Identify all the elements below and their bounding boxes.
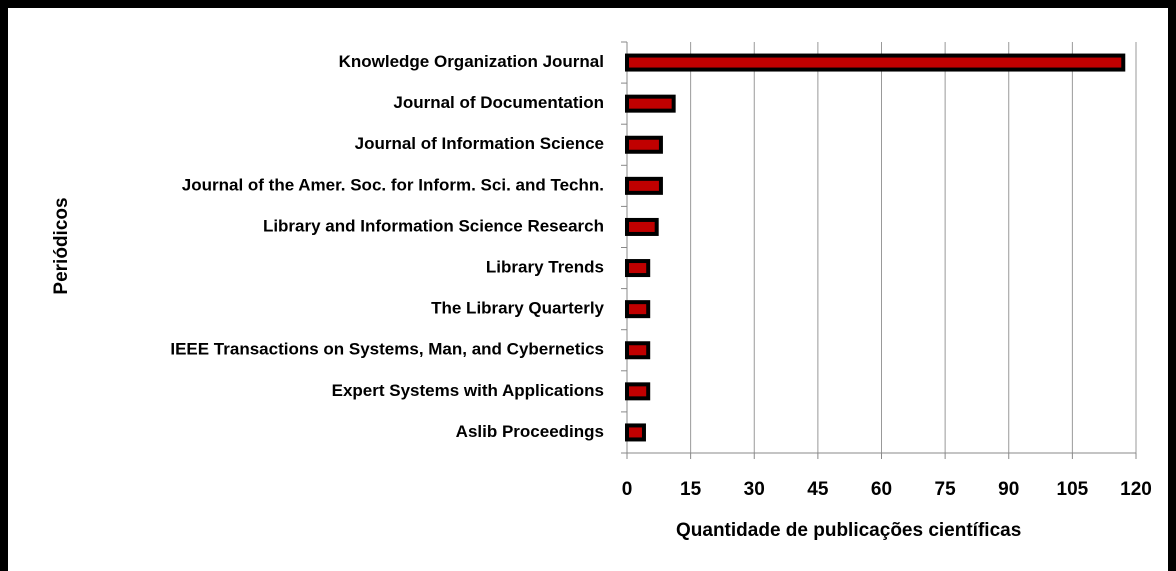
bar (625, 217, 659, 236)
y-tick-label: Aslib Proceedings (456, 422, 604, 441)
bar (625, 94, 676, 113)
x-tick-label: 30 (744, 479, 765, 500)
bar (625, 300, 651, 319)
bar (625, 135, 663, 154)
x-tick-label: 120 (1120, 479, 1152, 500)
y-tick-label: Library and Information Science Research (263, 216, 604, 235)
y-tick-label: Journal of Documentation (393, 93, 604, 112)
bar (625, 341, 651, 360)
bar (625, 382, 651, 401)
x-axis-title: Quantidade de publicações científicas (676, 520, 1021, 541)
x-tick-label: 105 (1057, 479, 1089, 500)
y-tick-label: Journal of the Amer. Soc. for Inform. Sc… (182, 175, 604, 194)
x-tick-label: 60 (871, 479, 892, 500)
bar (625, 423, 646, 442)
y-tick-label: Knowledge Organization Journal (339, 52, 604, 71)
y-tick-label: Library Trends (486, 258, 604, 277)
y-axis-title: Periódicos (51, 197, 72, 294)
y-tick-label: Expert Systems with Applications (332, 381, 604, 400)
y-tick-label: The Library Quarterly (431, 299, 604, 318)
x-tick-label: 45 (807, 479, 829, 500)
bar (625, 176, 663, 195)
y-tick-label: IEEE Transactions on Systems, Man, and C… (170, 340, 604, 359)
x-tick-label: 90 (998, 479, 1019, 500)
y-tick-label: Journal of Information Science (355, 134, 604, 153)
x-tick-label: 15 (680, 479, 702, 500)
bar (625, 259, 651, 278)
x-tick-label: 0 (622, 479, 633, 500)
bar (625, 53, 1126, 72)
x-tick-label: 75 (935, 479, 957, 500)
